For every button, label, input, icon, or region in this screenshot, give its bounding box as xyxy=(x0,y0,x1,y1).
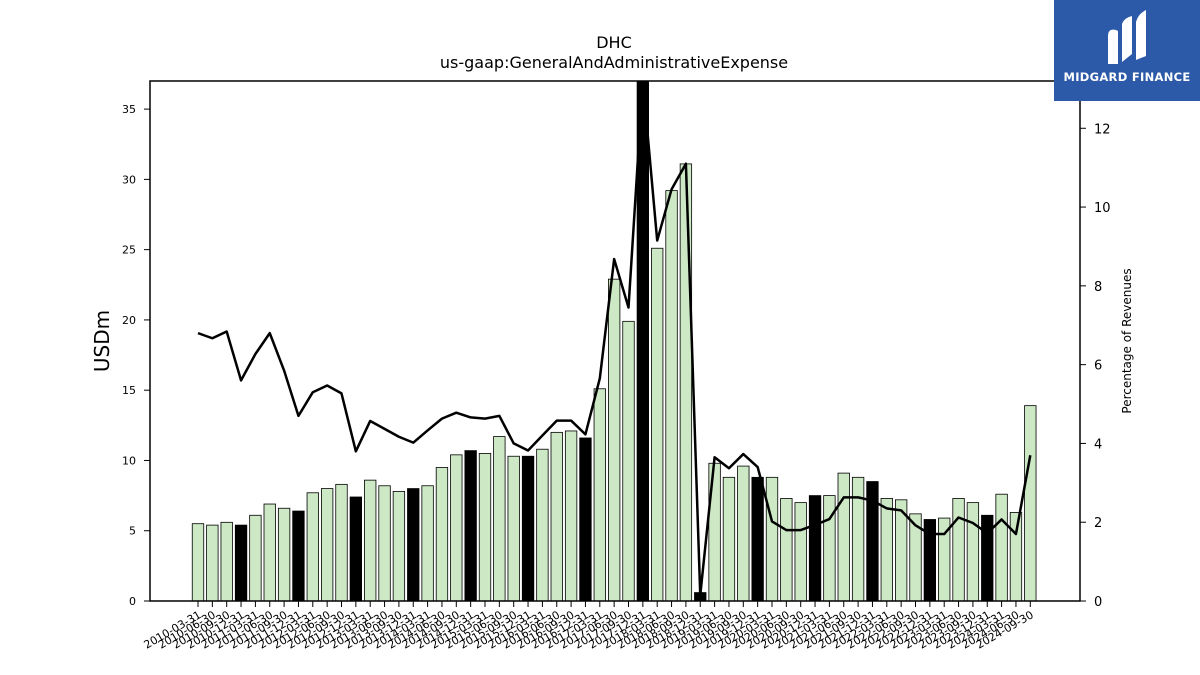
bar-series xyxy=(191,80,1037,602)
y2-tick-label: 10 xyxy=(1094,201,1111,216)
bar-2010-12-31 xyxy=(234,524,248,602)
y-tick-label: 25 xyxy=(122,244,136,257)
bar-2019-06-30 xyxy=(722,476,736,602)
bar-2010-03-31 xyxy=(191,523,205,602)
y-tick-label: 5 xyxy=(129,525,136,538)
y-axis-label: USDm xyxy=(90,310,114,372)
bar-2015-06-30 xyxy=(493,436,506,602)
bar-2024-03-31 xyxy=(995,493,1008,602)
brand-logo: MIDGARD FINANCE xyxy=(1054,0,1200,101)
bar-2020-09-30 xyxy=(794,502,807,602)
bar-2011-06-30 xyxy=(263,503,276,602)
left-axis: 0 5 10 15 20 25 30 35 xyxy=(122,103,150,608)
bar-2020-12-31 xyxy=(808,495,822,602)
bar-2018-09-30 xyxy=(679,163,693,602)
bar-2021-06-30 xyxy=(837,472,850,602)
x-axis: 2010-03-312010-06-302010-09-302010-12-31… xyxy=(142,601,1036,652)
line-percentage-of-revenues xyxy=(197,81,1032,597)
bar-2021-09-30 xyxy=(851,476,865,602)
bar-2014-12-31 xyxy=(464,450,477,602)
bar-2016-03-31 xyxy=(536,448,549,602)
y-tick-label: 20 xyxy=(122,314,136,327)
bar-2015-03-31 xyxy=(478,453,492,602)
y2-tick-label: 4 xyxy=(1094,437,1102,452)
bar-2013-06-30 xyxy=(378,485,391,602)
bar-2017-03-31 xyxy=(593,388,606,602)
bar-2011-12-31 xyxy=(292,510,305,602)
bar-2016-06-30 xyxy=(550,431,563,602)
bar-2013-12-31 xyxy=(407,488,420,602)
bar-2024-06-30 xyxy=(1009,512,1023,602)
bar-2024-09-30 xyxy=(1024,405,1037,602)
bar-2015-12-31 xyxy=(521,455,535,602)
bar-2012-09-30 xyxy=(335,483,348,602)
chart-subtitle: us-gaap:GeneralAndAdministrativeExpense xyxy=(440,53,788,72)
bar-2023-06-30 xyxy=(952,498,965,602)
bar-2010-06-30 xyxy=(206,524,219,602)
y2-tick-label: 12 xyxy=(1094,122,1111,137)
bar-2012-03-31 xyxy=(306,492,319,602)
bar-2019-12-31 xyxy=(751,476,764,602)
bar-2023-09-30 xyxy=(966,502,980,602)
bar-2015-09-30 xyxy=(507,455,520,602)
brand-name: MIDGARD FINANCE xyxy=(1063,70,1191,84)
y-tick-label: 15 xyxy=(122,384,136,397)
y-tick-label: 0 xyxy=(129,595,136,608)
bar-2011-03-31 xyxy=(249,514,262,602)
bar-2013-03-31 xyxy=(364,479,377,602)
bar-2016-12-31 xyxy=(579,437,592,602)
bar-2012-06-30 xyxy=(320,488,334,602)
bar-2013-09-30 xyxy=(392,490,406,602)
bar-2017-09-30 xyxy=(622,320,635,602)
bar-2018-06-30 xyxy=(665,190,678,602)
bar-2010-09-30 xyxy=(220,521,233,602)
bar-2014-03-31 xyxy=(421,485,434,602)
bar-2014-06-30 xyxy=(435,467,449,602)
y2-tick-label: 0 xyxy=(1094,595,1102,610)
bar-2022-03-31 xyxy=(880,498,893,602)
y2-tick-label: 2 xyxy=(1094,516,1102,531)
bar-2012-12-31 xyxy=(349,496,363,602)
bar-2020-06-30 xyxy=(780,498,793,602)
bar-2018-03-31 xyxy=(651,247,664,602)
chart-title: DHC xyxy=(596,33,632,52)
bar-2011-09-30 xyxy=(277,507,291,602)
bar-2020-03-31 xyxy=(765,476,779,602)
line-series xyxy=(197,81,1032,597)
bar-2017-06-30 xyxy=(608,278,621,602)
bar-2019-09-30 xyxy=(737,465,750,602)
bar-2014-09-30 xyxy=(450,454,463,602)
midgard-logo-icon xyxy=(1108,10,1146,65)
y-tick-label: 30 xyxy=(122,173,136,186)
y-tick-label: 35 xyxy=(122,103,136,116)
y2-axis-label: Percentage of Revenues xyxy=(1120,268,1134,413)
plot-frame xyxy=(149,80,1081,602)
right-axis: 0 2 4 6 8 10 12 xyxy=(1080,122,1111,610)
y2-tick-label: 8 xyxy=(1094,280,1102,295)
bar-2016-09-30 xyxy=(564,430,578,602)
y2-tick-label: 6 xyxy=(1094,359,1102,374)
y-tick-label: 10 xyxy=(122,454,136,467)
